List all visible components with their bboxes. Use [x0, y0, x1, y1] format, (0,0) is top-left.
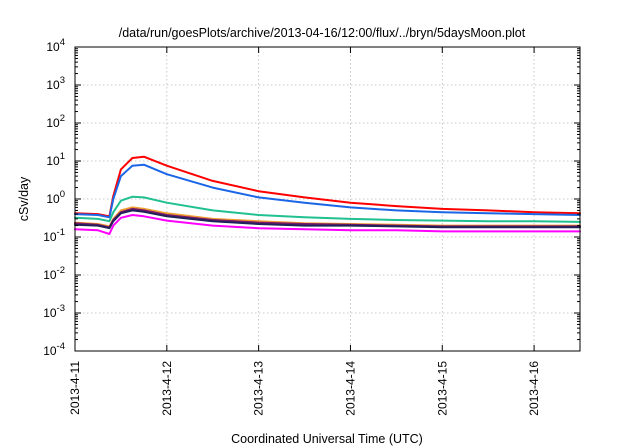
y-tick-label: 102 [46, 113, 65, 130]
x-tick-label: 2013-4-11 [68, 361, 82, 415]
x-tick-label: 2013-4-12 [160, 361, 174, 416]
y-tick-label: 104 [46, 37, 65, 54]
series-layer [74, 155, 581, 235]
y-tick-label: 10-3 [43, 303, 65, 320]
y-tick-label: 103 [46, 75, 65, 92]
ticks-layer: 10-4 10-3 10-2 10-1 100 101 102 103 104 2013-4-11… [43, 37, 580, 416]
grid-layer [75, 47, 580, 351]
series-line-1 [74, 155, 581, 218]
series-line-7 [74, 214, 581, 235]
y-tick-label: 10-1 [43, 227, 65, 244]
y-axis-label: cSv/day [17, 176, 31, 221]
series-line-3 [74, 195, 581, 223]
x-axis-label: Coordinated Universal Time (UTC) [231, 432, 423, 446]
y-tick-label: 101 [46, 151, 65, 168]
series-line-2 [74, 163, 581, 219]
y-tick-label: 100 [46, 189, 65, 206]
y-tick-label: 10-4 [43, 341, 65, 358]
x-tick-label: 2013-4-14 [343, 361, 357, 416]
x-tick-label: 2013-4-16 [527, 361, 541, 416]
x-tick-label: 2013-4-13 [252, 361, 266, 416]
chart-title: /data/run/goesPlots/archive/2013-04-16/1… [119, 26, 526, 40]
series-line-6 [74, 209, 581, 230]
y-tick-label: 10-2 [43, 265, 65, 282]
x-tick-label: 2013-4-15 [435, 361, 449, 416]
